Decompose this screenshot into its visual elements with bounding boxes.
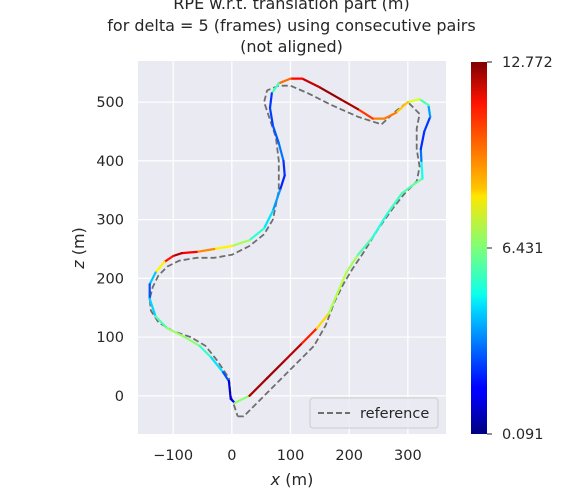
- trajectory-error-segment: [248, 227, 266, 242]
- trajectory-error-segment: [301, 77, 321, 89]
- trajectory-error-segment: [282, 159, 286, 177]
- trajectory-error-segment: [400, 183, 415, 195]
- trajectory-error-segment: [266, 359, 286, 380]
- trajectory-error-segment: [263, 209, 274, 230]
- x-tick-label: −100: [153, 448, 193, 464]
- trajectory-error-segment: [268, 106, 274, 127]
- trajectory-error-segment: [248, 377, 269, 397]
- y-tick-labels: 0 100 200 300 400 500: [96, 95, 124, 405]
- colorbar-label-mid: 6.431: [502, 241, 544, 257]
- trajectory-error-segment: [419, 130, 426, 151]
- trajectory-error-segment: [301, 327, 318, 345]
- y-tick-label: 200: [96, 271, 124, 287]
- trajectory-error-segment: [277, 142, 285, 162]
- trajectory-error-segment: [383, 111, 398, 120]
- trajectory-error-segment: [419, 148, 423, 162]
- trajectory-error-segment: [278, 174, 286, 192]
- chart-title-line-1: RPE w.r.t. translation part (m): [173, 0, 410, 13]
- x-tick-label: 200: [335, 448, 363, 464]
- trajectory-error-segment: [339, 98, 360, 111]
- trajectory-error-segment: [356, 108, 374, 120]
- trajectory-error-segment: [233, 394, 251, 404]
- trajectory-error-segment: [423, 115, 432, 133]
- x-tick-label: 0: [227, 448, 236, 464]
- trajectory-error-segment: [395, 100, 409, 114]
- trajectory-error-segment: [148, 297, 157, 318]
- trajectory-error-segment: [412, 177, 424, 186]
- trajectory-error-segment: [230, 239, 251, 248]
- trajectory-error-segment: [371, 212, 389, 239]
- trajectory-error-segment: [318, 86, 342, 101]
- chart-title-line-2: for delta = 5 (frames) using consecutive…: [107, 16, 476, 35]
- y-tick-label: 300: [96, 213, 124, 229]
- colorbar-label-max: 12.772: [502, 55, 553, 71]
- legend-box: [309, 397, 439, 429]
- trajectory-error-segment: [356, 236, 374, 256]
- trajectory-error-segment: [222, 371, 230, 383]
- y-tick-label: 0: [115, 389, 124, 405]
- trajectory-error-segment: [271, 189, 282, 212]
- trajectory-error-segment: [315, 312, 330, 330]
- trajectory-error-segment: [213, 244, 233, 251]
- trajectory-error-segment: [180, 250, 198, 255]
- x-axis-label: x (m): [270, 470, 314, 488]
- reference-trajectory-line: [148, 84, 421, 418]
- axes-background: [138, 61, 446, 434]
- y-tick-label: 400: [96, 154, 124, 170]
- trajectory-error-segment: [336, 271, 348, 295]
- trajectory-error-segment: [270, 82, 280, 95]
- chart-title-line-3: (not aligned): [240, 37, 343, 56]
- legend-reference-label: reference: [360, 406, 429, 422]
- trajectory-error-segment: [198, 344, 213, 359]
- trajectory-error-segment: [345, 253, 360, 274]
- trajectory-error-segment: [271, 124, 280, 145]
- trajectory-error-segment: [427, 103, 432, 118]
- trajectory-error-segment: [210, 356, 225, 374]
- grid-lines: [138, 61, 446, 434]
- colorbar-gradient: [471, 62, 487, 434]
- x-tick-label: 100: [277, 448, 305, 464]
- colorbar-label-min: 0.091: [502, 427, 544, 443]
- trajectory-error-segment: [183, 336, 201, 347]
- x-tick-label: 300: [394, 448, 422, 464]
- trajectory-error-segment: [277, 77, 292, 85]
- trajectory-error-segment: [148, 271, 157, 286]
- trajectory-error-segment: [195, 247, 216, 253]
- trajectory-error-segment: [327, 291, 339, 315]
- trajectory-error-segment: [268, 92, 273, 110]
- colorbar: 12.772 6.431 0.091: [471, 55, 553, 443]
- plot-series: [148, 77, 432, 418]
- x-tick-labels: −100 0 100 200 300: [153, 448, 421, 464]
- trajectory-error-segment: [420, 159, 424, 180]
- trajectory-error-segment: [406, 98, 421, 104]
- y-tick-label: 100: [96, 330, 124, 346]
- y-axis-label: z (m): [69, 227, 88, 270]
- legend: reference: [309, 397, 439, 429]
- trajectory-error-segment: [154, 260, 166, 274]
- trajectory-error-segment: [283, 341, 304, 362]
- trajectory-error-segment: [163, 254, 175, 263]
- trajectory-error-segment: [166, 327, 186, 339]
- trajectory-error-segment: [227, 380, 232, 400]
- y-tick-label: 500: [96, 95, 124, 111]
- trajectory-error-segment: [386, 192, 404, 215]
- trajectory-error-segment: [172, 252, 184, 258]
- trajectory-error-segment: [418, 98, 430, 107]
- trajectory-error-segment: [154, 315, 169, 330]
